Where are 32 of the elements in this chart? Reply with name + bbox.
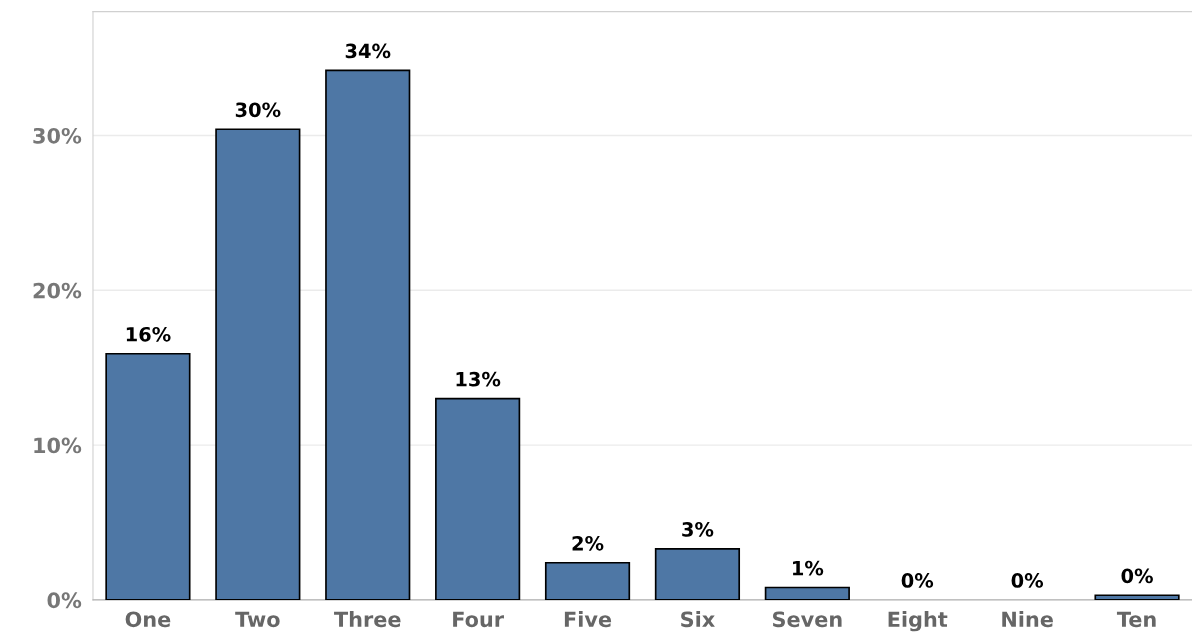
- data-label: 3%: [682, 522, 714, 537]
- x-tick-label: Six: [681, 611, 715, 628]
- x-tick-label: One: [125, 611, 171, 628]
- bar: [215, 128, 301, 600]
- data-label: 34%: [345, 43, 391, 59]
- x-tick-label: Nine: [1002, 611, 1053, 628]
- bar: [435, 397, 521, 600]
- x-tick-label: Two: [235, 611, 280, 628]
- data-label: 1%: [793, 560, 824, 576]
- bar: [325, 69, 411, 600]
- x-tick-label: Seven: [773, 611, 842, 628]
- data-label: 16%: [126, 326, 171, 342]
- bar: [544, 561, 631, 600]
- y-tick-label: 20%: [33, 282, 82, 299]
- data-label: 2%: [572, 535, 604, 551]
- x-tick-label: Ten: [1116, 611, 1156, 628]
- data-label: 30%: [235, 102, 281, 118]
- y-tick-label: 0%: [47, 592, 82, 609]
- bar: [1094, 594, 1180, 600]
- bar: [764, 586, 850, 600]
- data-label: 13%: [456, 371, 501, 387]
- bar: [654, 547, 741, 600]
- data-label: 0%: [1121, 568, 1153, 584]
- y-tick-label: 30%: [33, 127, 82, 144]
- data-label: 0%: [1011, 573, 1044, 588]
- bar: [105, 352, 191, 600]
- x-tick-label: Four: [453, 611, 504, 628]
- x-tick-label: Three: [334, 611, 401, 628]
- x-tick-label: Eight: [888, 611, 948, 632]
- data-label: 0%: [901, 573, 934, 588]
- y-tick-label: 10%: [34, 437, 82, 454]
- x-tick-label: Five: [564, 611, 612, 628]
